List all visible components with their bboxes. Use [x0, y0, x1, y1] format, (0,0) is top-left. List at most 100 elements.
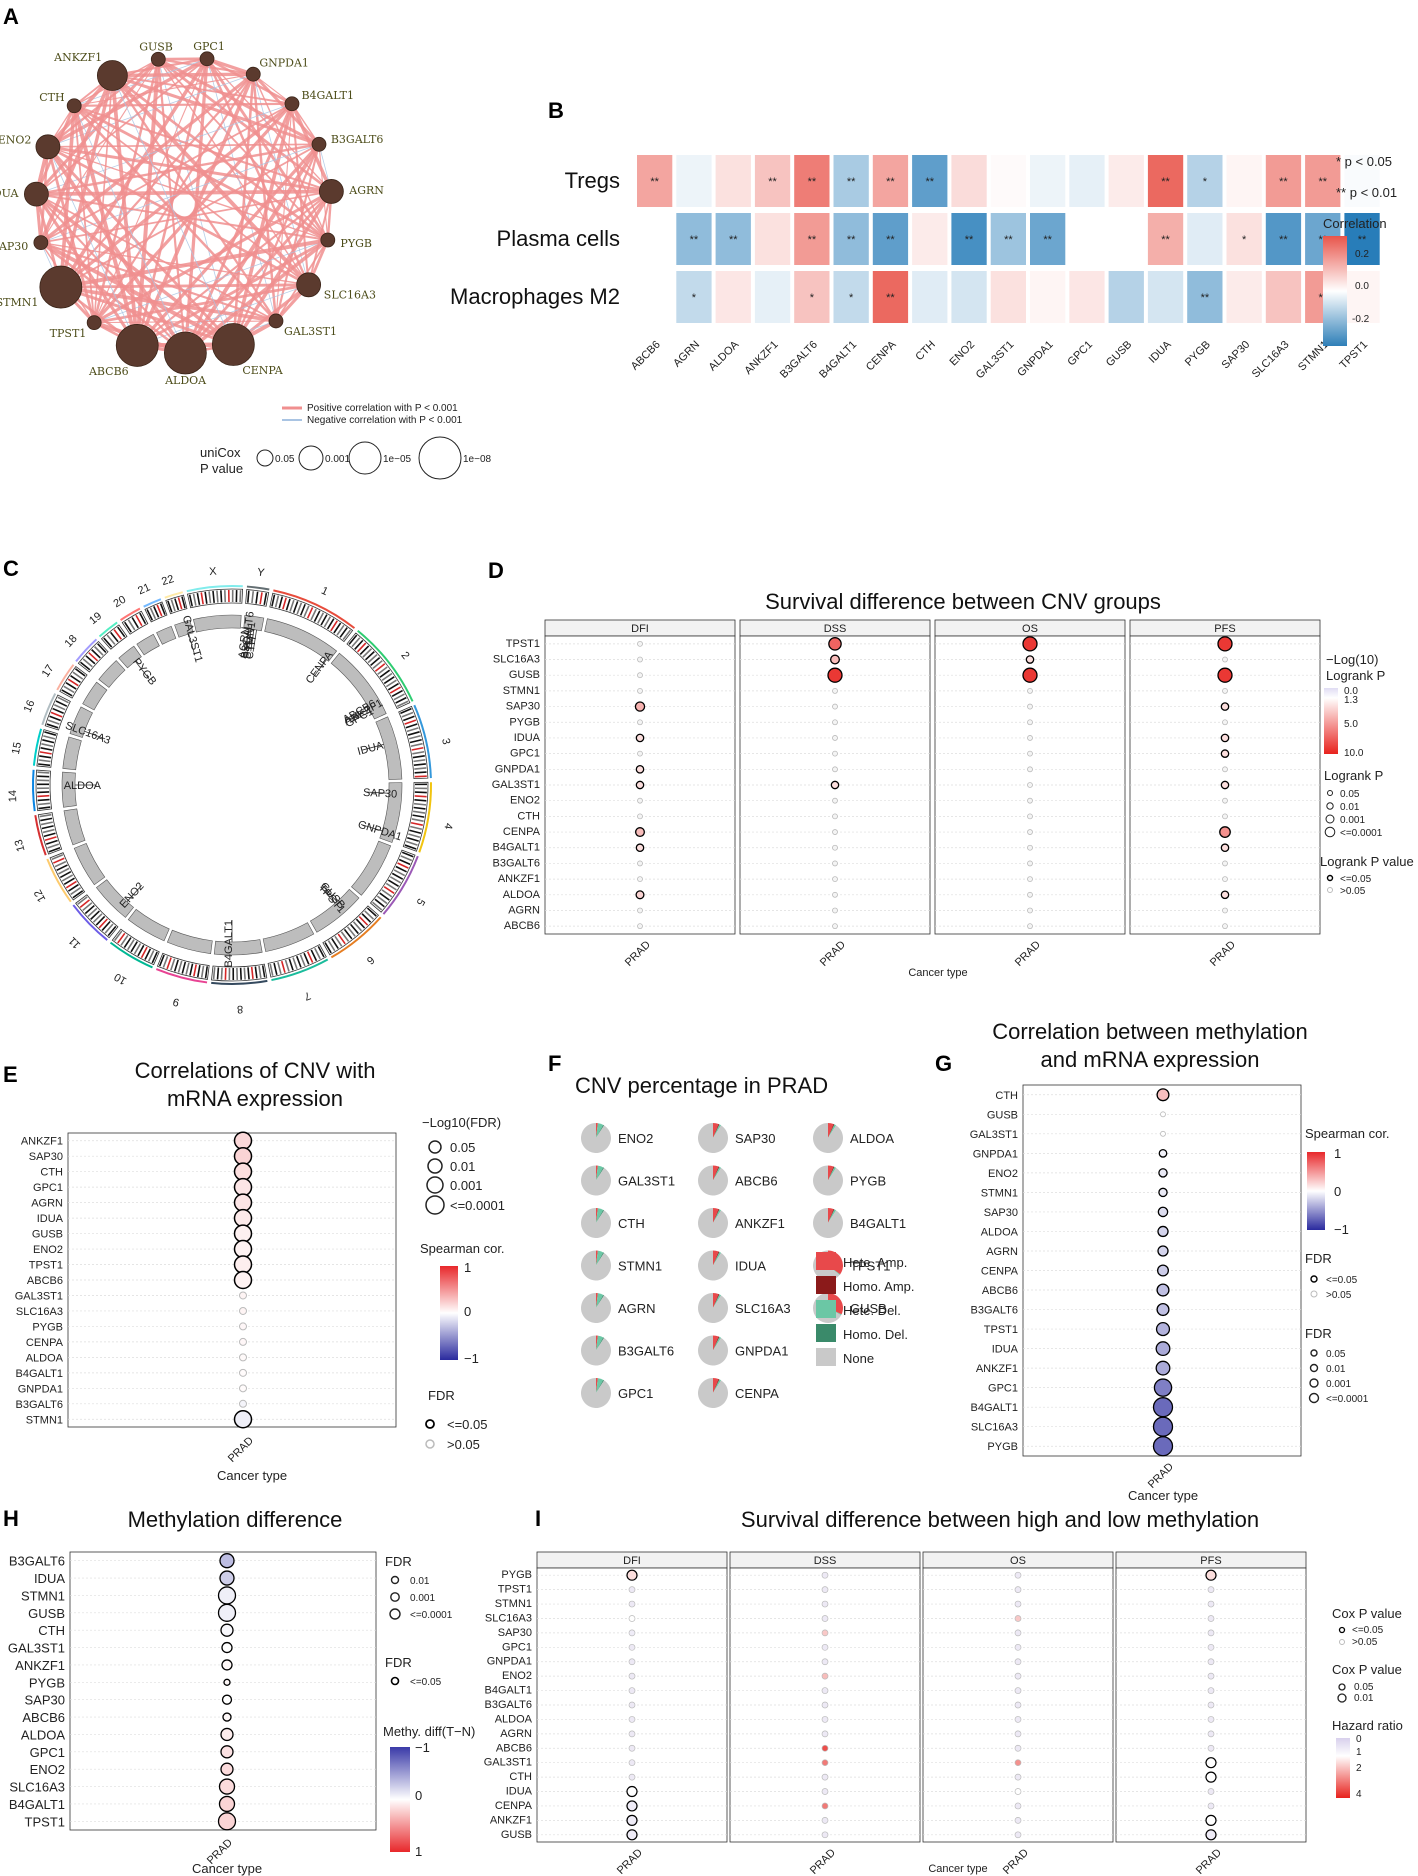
- d-dot: [830, 780, 840, 790]
- chromosome-band: [181, 961, 187, 974]
- h-gene-label: ANKZF1: [15, 1658, 65, 1673]
- chromosome-band: [47, 719, 60, 725]
- chromosome-band: [57, 696, 69, 704]
- e-dot: [233, 1193, 253, 1212]
- e-dot: [233, 1270, 253, 1290]
- network-edge: [35, 58, 160, 196]
- h-size-circle-2: [390, 1592, 400, 1602]
- chromosome-band: [409, 829, 422, 835]
- network-edge: [47, 146, 138, 346]
- chromosome-band: [42, 828, 55, 834]
- d-gene-label: GUSB: [509, 669, 540, 681]
- i-dot: [1014, 1788, 1022, 1795]
- chromosome-band: [101, 920, 111, 932]
- chromosome-band: [379, 669, 391, 678]
- d-dot: [1222, 923, 1228, 930]
- network-edge: [290, 103, 310, 285]
- network-edge: [74, 73, 254, 107]
- e-dot: [233, 1224, 253, 1243]
- chromosome-label: 15: [10, 741, 24, 755]
- chromosome-band: [106, 634, 116, 645]
- h-gene-label: STMN1: [21, 1588, 65, 1603]
- pie-slice: [596, 1209, 605, 1223]
- heatmap-column-label: ALDOA: [707, 338, 742, 373]
- d-dot: [1222, 907, 1228, 914]
- heatmap-cell: [951, 155, 987, 207]
- pie-slice: [596, 1252, 605, 1266]
- i-size-label-2: 0.01: [1354, 1693, 1374, 1704]
- chromosome-band: [259, 592, 263, 605]
- gene-tick: [135, 661, 150, 679]
- heatmap-cell: [1344, 271, 1380, 323]
- chromosome-label: 22: [160, 573, 175, 588]
- chromosome-color-arc: [32, 769, 36, 812]
- i-dot: [821, 1629, 829, 1637]
- heatmap-column-label: CTH: [913, 339, 938, 364]
- d-size-circle-4: [1324, 826, 1336, 838]
- chromosome-band: [146, 609, 154, 621]
- d-gene-label: ENO2: [510, 795, 540, 807]
- network-node-label: CTH: [39, 91, 64, 104]
- network-node: [245, 66, 261, 82]
- panel-f: F CNV percentage in PRAD ENO2 GAL3ST1 CTH S…: [548, 1051, 915, 1409]
- i-dot: [821, 1687, 829, 1694]
- i-dot: [821, 1701, 829, 1709]
- d-dot: [1027, 876, 1033, 883]
- pie-gene-label: SLC16A3: [735, 1301, 791, 1316]
- i-dot: [628, 1672, 636, 1680]
- d-size-label-4: <=0.0001: [1340, 828, 1383, 839]
- panel-label-g: G: [935, 1051, 952, 1076]
- chromosome-inner-track: [351, 840, 392, 896]
- d-dot: [1027, 844, 1033, 851]
- i-gene-label: CENPA: [495, 1800, 533, 1812]
- e-dot: [233, 1177, 253, 1197]
- i-facet-label: DSS: [814, 1555, 837, 1567]
- chromosome-band: [117, 932, 126, 944]
- d-gene-label: TPST1: [506, 638, 540, 650]
- heatmap-column-label: SLC16A3: [1250, 339, 1292, 381]
- chromosome-band: [364, 651, 375, 661]
- network-edge: [46, 145, 235, 346]
- chromosome-color-arc: [109, 941, 153, 969]
- d-gene-label: B4GALT1: [493, 842, 541, 854]
- g-dot: [1156, 1264, 1170, 1277]
- d-dot: [1025, 655, 1035, 664]
- h-color-tick-2: 0: [415, 1788, 422, 1803]
- d-facet-label: PFS: [1214, 623, 1235, 635]
- chromosome-label: 6: [364, 953, 376, 966]
- h-size-circle-1: [390, 1575, 400, 1585]
- chromosome-band: [149, 607, 157, 620]
- chromosome-band: [79, 661, 91, 671]
- pie-slice: [596, 1123, 598, 1138]
- pie-slice: [713, 1294, 720, 1308]
- i-size-circle-2: [1337, 1693, 1347, 1703]
- chromosome-band: [372, 901, 383, 911]
- chromosome-band: [404, 719, 417, 725]
- chromosome-inner-track: [262, 922, 315, 952]
- i-dot: [1207, 1802, 1215, 1810]
- chromosome-band: [135, 614, 143, 627]
- chromosome-color-arc: [382, 855, 419, 915]
- i-dot: [628, 1701, 636, 1709]
- i-gene-label: AGRN: [500, 1728, 532, 1740]
- chromosome-label: 10: [112, 970, 129, 987]
- i-gene-label: PYGB: [501, 1569, 532, 1581]
- d-dot: [1027, 687, 1033, 694]
- chromosome-color-arc: [164, 591, 183, 599]
- chromosome-band: [72, 671, 84, 680]
- network-node: [86, 315, 102, 331]
- chromosome-band: [147, 950, 155, 962]
- chromosome-band: [47, 843, 60, 849]
- chromosome-band: [364, 910, 375, 920]
- chromosome-band: [414, 795, 427, 798]
- pie-slice: [596, 1378, 604, 1393]
- panel-g-title-1: Correlation between methylation: [992, 1019, 1308, 1044]
- d-sig-title: Logrank P value: [1320, 854, 1414, 869]
- i-dot: [1014, 1802, 1022, 1810]
- heatmap-star: *: [1203, 176, 1208, 188]
- i-dot: [821, 1571, 829, 1579]
- d-size-title: Logrank P: [1324, 768, 1383, 783]
- pie-slice: [813, 1208, 844, 1239]
- chromosome-band: [393, 693, 405, 701]
- panel-label-h: H: [3, 1506, 19, 1531]
